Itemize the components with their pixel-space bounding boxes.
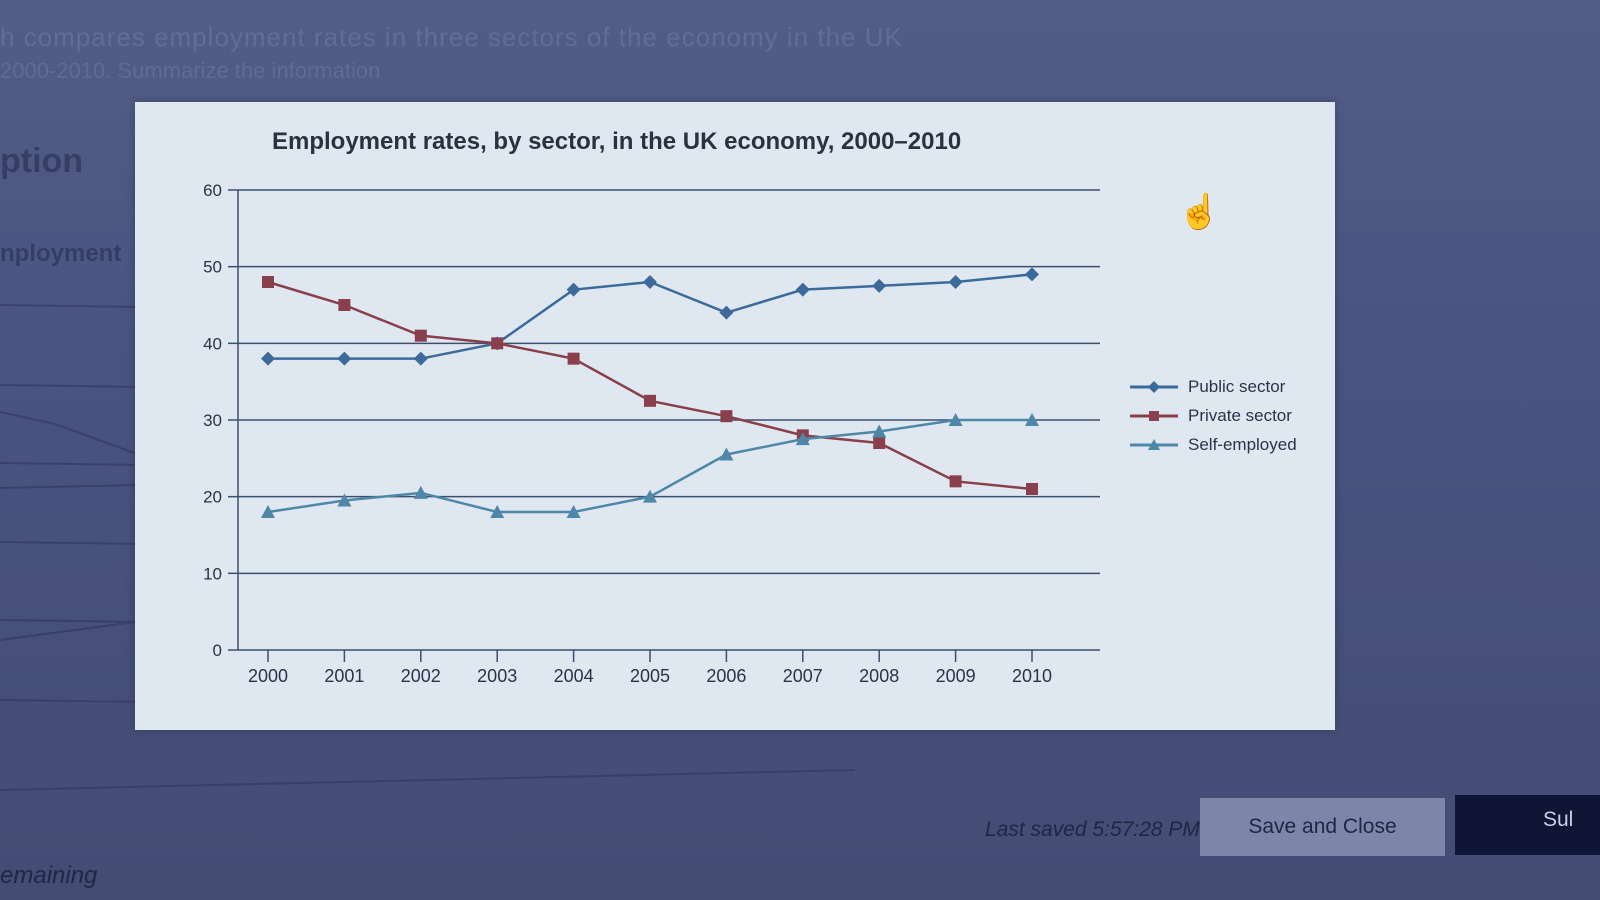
x-tick-label: 2003 [477,666,517,686]
data-point [948,275,963,289]
task-instructions-line2: 2000-2010. Summarize the information [0,58,381,83]
data-point [567,352,580,365]
x-tick-label: 2006 [706,666,746,686]
section-heading: ption [0,142,84,180]
side-label: nployment [0,240,122,267]
y-tick-label: 20 [203,488,222,507]
data-point [261,351,275,366]
y-tick-label: 40 [203,334,222,353]
data-point [873,437,886,449]
data-point [719,305,734,320]
legend-swatch-private [1130,410,1178,421]
y-tick-label: 0 [213,641,222,660]
data-point [949,475,962,488]
x-tick-label: 2001 [324,666,364,686]
x-tick-label: 2008 [859,666,899,686]
data-point [643,489,657,503]
x-tick-label: 2002 [401,666,441,686]
data-point [566,505,581,518]
legend-item-self-employed: Self-employed [1130,430,1297,459]
data-point [262,276,274,288]
data-point [872,278,887,293]
data-point [337,351,352,366]
data-point [1026,483,1038,495]
data-point [337,493,352,507]
x-tick-label: 2009 [936,666,976,686]
x-tick-label: 2004 [554,666,594,686]
x-tick-label: 2007 [783,666,823,686]
legend-swatch-public [1130,380,1178,393]
data-point [795,432,810,446]
chart-title: Employment rates, by sector, in the UK e… [272,128,962,155]
data-point [490,505,505,518]
series-line [267,280,1033,491]
data-point [643,275,657,289]
data-point [261,505,275,518]
data-point [720,410,733,423]
data-point [872,424,887,438]
data-point [1025,267,1039,282]
hand-cursor-icon: ☝ [1178,193,1221,231]
legend-label-self-employed: Self-employed [1188,434,1297,454]
data-point [1025,413,1039,426]
legend-item-public-sector: Public sector [1130,372,1297,401]
y-tick-label: 60 [203,181,222,200]
data-point [566,282,581,297]
y-tick-label: 50 [203,258,222,277]
chart-legend: Public sector Private sector Self-employ… [1130,372,1297,459]
data-point [413,351,428,366]
submit-button[interactable]: Sul [1455,795,1600,855]
y-tick-label: 10 [203,564,222,583]
legend-swatch-self-employed [1130,438,1178,450]
data-point [719,447,734,461]
task-instructions-line1: h compares employment rates in three sec… [0,22,903,52]
data-point [644,394,656,407]
time-remaining-label: emaining [0,862,98,889]
save-and-close-button[interactable]: Save and Close [1200,798,1445,856]
data-point [491,337,504,350]
legend-label-public-sector: Public sector [1188,376,1286,396]
y-tick-label: 30 [203,411,222,430]
data-point [795,282,810,297]
x-tick-label: 2010 [1012,666,1052,686]
x-tick-label: 2005 [630,666,670,686]
data-point [413,485,428,499]
legend-label-private-sector: Private sector [1188,405,1292,425]
data-point [414,329,427,342]
data-point [948,413,963,426]
legend-item-private-sector: Private sector [1130,401,1297,430]
last-saved-status: Last saved 5:57:28 PM [985,818,1200,841]
data-point [338,299,351,311]
x-tick-label: 2000 [248,666,288,686]
